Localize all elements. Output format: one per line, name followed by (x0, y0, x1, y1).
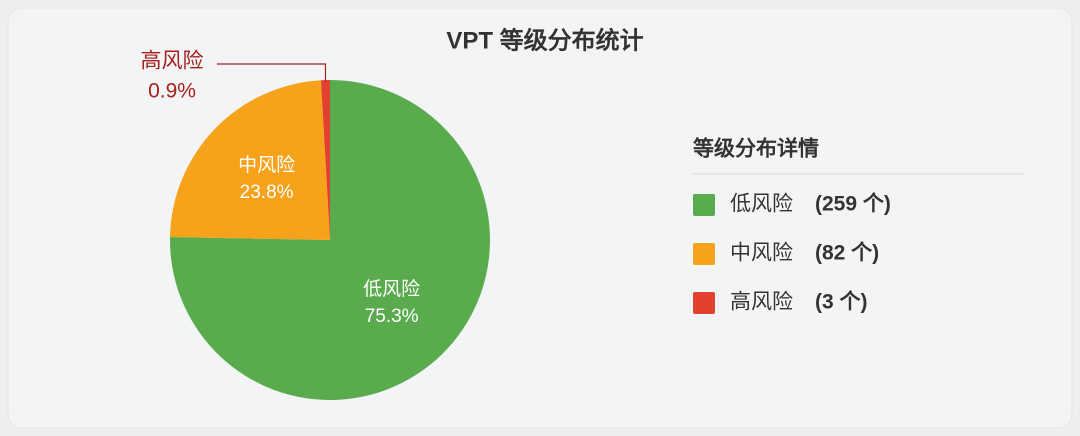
slice-label: 低风险 (363, 278, 420, 300)
slice-label: 高风险 (141, 50, 204, 73)
slice-value-label: 75.3% (365, 306, 419, 327)
legend-count: (82 个) (815, 242, 879, 265)
legend-count: (259 个) (815, 193, 891, 216)
legend-count: (3 个) (815, 291, 868, 314)
legend-label: 低风险 (730, 193, 793, 216)
pie-slice (170, 80, 330, 240)
legend-swatch (693, 194, 715, 216)
legend-swatch (693, 243, 715, 265)
leader-line (217, 63, 327, 83)
chart-title: VPT 等级分布统计 (446, 26, 643, 54)
legend-swatch (693, 292, 715, 314)
slice-label: 中风险 (238, 154, 295, 176)
legend-label: 中风险 (730, 242, 793, 265)
legend-title: 等级分布详情 (693, 137, 819, 161)
legend-label: 高风险 (730, 291, 793, 314)
slice-value-label: 23.8% (240, 182, 294, 203)
pie-slice (320, 80, 330, 240)
slice-value-label: 0.9% (148, 80, 196, 103)
